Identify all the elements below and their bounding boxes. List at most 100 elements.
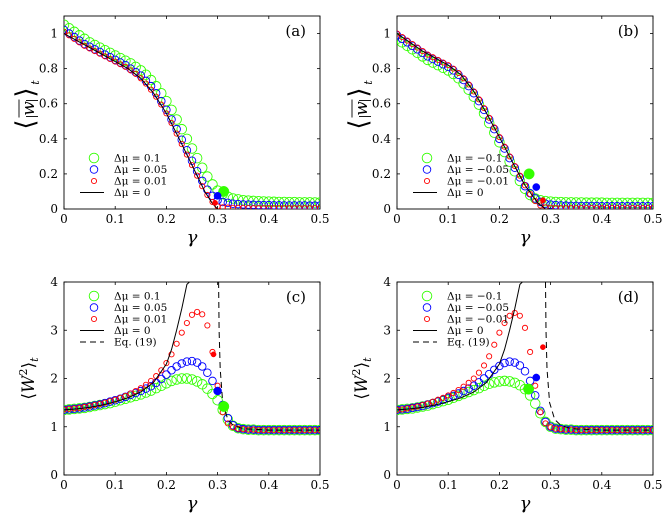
data-point-dmu-neg0-01 [440,59,447,66]
data-point-dmu-0-01 [127,67,134,74]
data-point-dmu-neg0-1 [647,197,653,209]
data-point-dmu-0-01 [178,141,185,148]
legend-label: Δμ = 0 [114,325,151,337]
data-point-dmu-neg0-05 [510,163,520,173]
data-point-dmu-neg0-01 [429,54,436,61]
data-point-dmu-0-05 [264,200,274,209]
data-point-dmu-0-05 [80,39,89,49]
highlight-point [213,191,222,200]
y-tick-label: 0 [50,202,58,216]
data-point-dmu-0-05 [208,376,217,386]
data-point-dmu-neg0-01 [501,143,508,150]
data-point-dmu-neg0-01 [465,379,472,386]
y-tick-label: 2 [50,372,58,386]
data-point-dmu-neg0-01 [450,389,457,397]
data-point-dmu-neg0-05 [454,389,463,398]
data-point-dmu-neg0-01 [434,396,442,403]
data-point-dmu-0-01 [199,183,206,190]
data-point-dmu-neg0-05 [433,397,443,406]
data-point-dmu-0-01 [188,162,196,169]
data-point-dmu-0-1 [176,123,188,135]
data-point-dmu-neg0-1 [622,197,633,209]
data-point-dmu-0-05 [295,425,304,435]
data-point-dmu-neg0-1 [591,424,602,436]
highlight-point [213,387,222,395]
data-point-dmu-0-01 [183,151,190,158]
data-point-dmu-neg0-1 [586,197,597,208]
data-point-dmu-neg0-1 [468,384,480,396]
data-point-dmu-0-1 [309,197,320,208]
svg-text:t: t [29,80,42,85]
data-point-dmu-neg0-01 [511,162,518,170]
legend-marker [421,290,433,302]
data-point-dmu-neg0-05 [500,358,509,368]
highlight-point [532,183,541,191]
plot-area [64,282,320,436]
data-point-dmu-0-01 [132,387,139,395]
y-tick-label: 0 [383,202,391,216]
data-point-dmu-neg0-05 [469,88,479,98]
legend-label: Δμ = 0.01 [114,314,167,326]
series-line-eq-19 [545,282,653,431]
data-point-dmu-neg0-1 [565,424,577,435]
data-point-dmu-0-01 [204,191,211,199]
legend-marker [89,165,99,174]
data-point-dmu-neg0-01 [516,312,523,319]
data-point-dmu-0-05 [177,359,187,368]
data-point-dmu-neg0-01 [460,75,467,82]
data-point-dmu-neg0-05 [474,96,484,106]
data-point-dmu-0-05 [249,200,258,209]
data-point-dmu-0-01 [96,50,103,57]
highlight-point [532,373,541,382]
highlight-point [218,401,230,412]
data-point-dmu-neg0-1 [622,424,633,436]
data-point-dmu-neg0-01 [445,62,452,69]
data-point-dmu-neg0-1 [627,197,638,209]
data-point-dmu-0-05 [182,357,192,366]
data-point-dmu-0-1 [314,424,320,436]
data-point-dmu-neg0-01 [521,182,529,189]
data-point-dmu-neg0-1 [473,382,485,394]
data-point-dmu-neg0-1 [632,197,643,209]
data-point-dmu-0-01 [224,420,231,427]
data-point-dmu-neg0-01 [537,202,544,209]
data-point-dmu-0-05 [95,47,105,57]
data-point-dmu-neg0-05 [479,374,489,383]
axes-frame [396,281,654,476]
data-point-dmu-neg0-05 [612,425,622,435]
data-point-dmu-0-01 [153,93,160,100]
data-point-dmu-neg0-05 [495,361,504,371]
data-point-dmu-0-1 [294,424,305,436]
data-point-dmu-0-1 [232,194,244,205]
data-point-dmu-0-1 [232,422,244,434]
data-point-dmu-0-05 [269,201,279,209]
data-point-dmu-neg0-05 [530,391,540,400]
x-tick-label: 0.4 [592,212,611,226]
y-tick-label: 0 [50,468,58,482]
data-point-dmu-neg0-1 [509,377,521,389]
y-tick-label: 0 [383,468,391,482]
y-tick-label: 1 [50,27,58,41]
legend-label: Δμ = 0.05 [114,164,167,176]
svg-text:t: t [362,80,375,85]
data-point-dmu-0-1 [212,394,223,406]
data-point-dmu-0-1 [253,424,264,436]
data-point-dmu-0-01 [91,48,98,55]
legend-marker [422,303,432,312]
data-point-dmu-0-1 [171,114,182,125]
y-tick-label: 1 [50,420,58,434]
data-point-dmu-neg0-05 [577,425,586,435]
data-point-dmu-0-1 [109,50,121,61]
data-point-dmu-0-05 [315,425,320,435]
data-point-dmu-neg0-01 [424,51,431,58]
panel-label: (d) [618,288,639,306]
legend-marker [423,315,431,323]
data-point-dmu-0-01 [178,329,185,336]
data-point-dmu-0-1 [207,179,218,190]
data-point-dmu-0-1 [104,47,116,59]
y-axis-label: ⟨W2⟩t [17,357,41,400]
data-point-dmu-neg0-01 [399,34,406,41]
data-point-dmu-0-1 [156,380,167,391]
